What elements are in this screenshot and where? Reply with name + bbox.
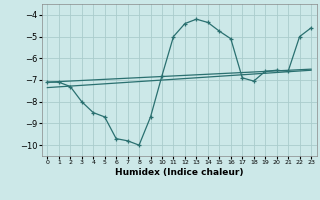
X-axis label: Humidex (Indice chaleur): Humidex (Indice chaleur): [115, 168, 244, 177]
